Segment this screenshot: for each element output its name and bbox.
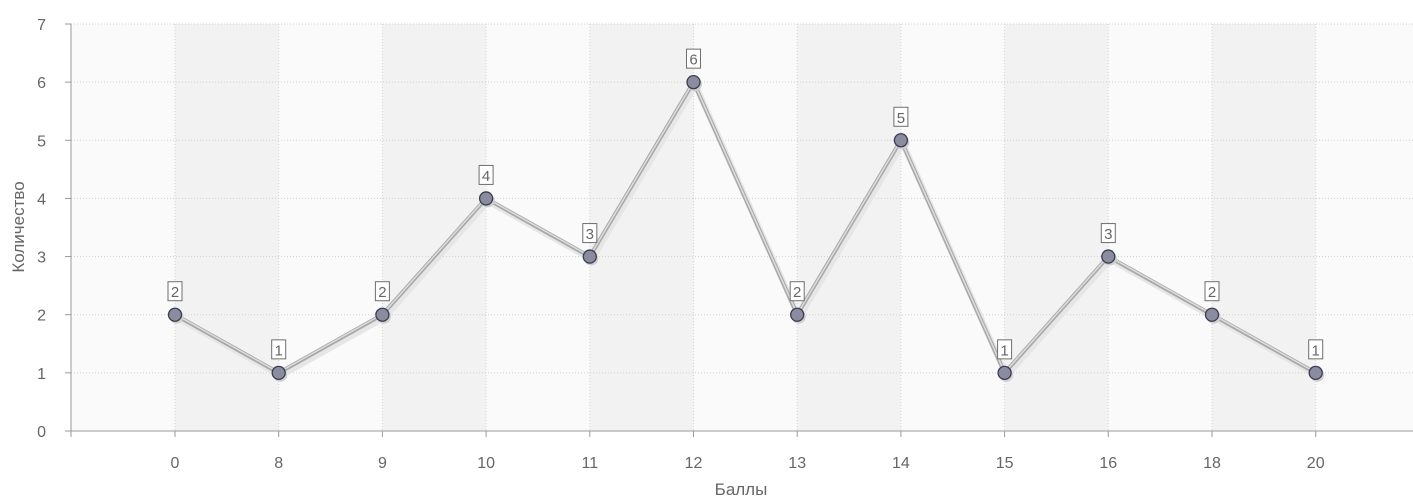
x-tick-label: 20	[1307, 455, 1325, 472]
y-tick-label: 4	[37, 191, 46, 208]
data-label-box	[997, 339, 1013, 360]
x-tick-labels: 0 8 9 10 11 12 13 14 15 16 18 20	[171, 455, 1325, 472]
data-label-box	[478, 164, 494, 185]
x-tick-label: 8	[274, 455, 283, 472]
data-label: 1	[1000, 342, 1008, 359]
data-label: 3	[586, 226, 594, 243]
data-label-box	[271, 339, 287, 360]
data-label-box	[374, 281, 390, 302]
data-point	[997, 365, 1012, 381]
x-tick-label: 11	[581, 455, 598, 472]
data-label: 2	[378, 284, 386, 301]
data-point	[478, 191, 494, 206]
x-tick-label: 16	[1099, 455, 1117, 472]
plot-band	[1212, 24, 1316, 431]
data-label-box	[1308, 339, 1324, 360]
data-point	[790, 307, 805, 322]
plot-band	[382, 24, 487, 431]
data-point	[1308, 365, 1323, 381]
plot-band	[71, 24, 175, 431]
data-label: 6	[689, 52, 697, 69]
data-label: 2	[793, 284, 801, 301]
data-label: 3	[1104, 226, 1112, 243]
data-label: 2	[1208, 284, 1216, 301]
series-0	[167, 74, 1325, 382]
y-tick-label: 1	[37, 366, 46, 383]
x-tick-label: 9	[378, 455, 387, 472]
data-point	[893, 133, 909, 148]
plot-band	[693, 24, 798, 431]
x-tick-label: 0	[171, 455, 180, 472]
data-label-box	[582, 223, 598, 244]
data-label-box	[1100, 223, 1116, 244]
y-tick-label: 3	[37, 250, 46, 267]
data-label: 1	[1312, 342, 1320, 359]
data-label: 1	[275, 342, 283, 359]
data-point	[1204, 307, 1220, 322]
data-label: 4	[482, 168, 490, 185]
y-tick-label: 7	[37, 17, 46, 34]
data-label-box	[893, 106, 909, 127]
grid-lines	[71, 23, 1413, 432]
y-tick-label: 6	[37, 75, 46, 92]
data-point	[167, 307, 183, 322]
plot-band	[1315, 24, 1413, 431]
x-tick-label: 15	[996, 455, 1014, 472]
x-tick-label: 13	[788, 455, 806, 472]
plot-band	[1004, 24, 1109, 431]
data-point	[375, 307, 390, 322]
plot-band	[1108, 24, 1212, 431]
series-line-highlight	[174, 80, 1317, 374]
y-tick-label: 2	[37, 308, 46, 325]
x-tick-label: 10	[477, 455, 495, 472]
y-tick-label: 5	[37, 133, 46, 150]
x-tick-label: 14	[892, 455, 910, 472]
y-tick-labels: 0 1 2 3 4 5 6 7	[37, 17, 46, 441]
data-labels: 2 1 2 4 3 6 2 5 1 3 2 1	[167, 48, 1324, 360]
data-label-box	[686, 48, 701, 69]
data-label: 5	[897, 110, 905, 127]
plot-band	[900, 24, 1005, 431]
y-tick-label: 0	[37, 424, 46, 441]
data-point	[1101, 249, 1116, 264]
x-axis-title: Баллы	[715, 480, 768, 499]
data-point	[271, 365, 286, 381]
data-label-box	[1204, 281, 1220, 302]
data-point	[582, 249, 597, 264]
x-tick-label: 18	[1203, 455, 1221, 472]
plot-band	[175, 24, 279, 431]
axes	[65, 23, 1413, 437]
data-label: 2	[171, 284, 179, 301]
data-label-box	[167, 281, 183, 302]
data-point	[686, 74, 701, 90]
data-label-box	[789, 281, 805, 302]
y-axis-title: Количество	[9, 181, 28, 272]
x-tick-label: 12	[685, 455, 703, 472]
